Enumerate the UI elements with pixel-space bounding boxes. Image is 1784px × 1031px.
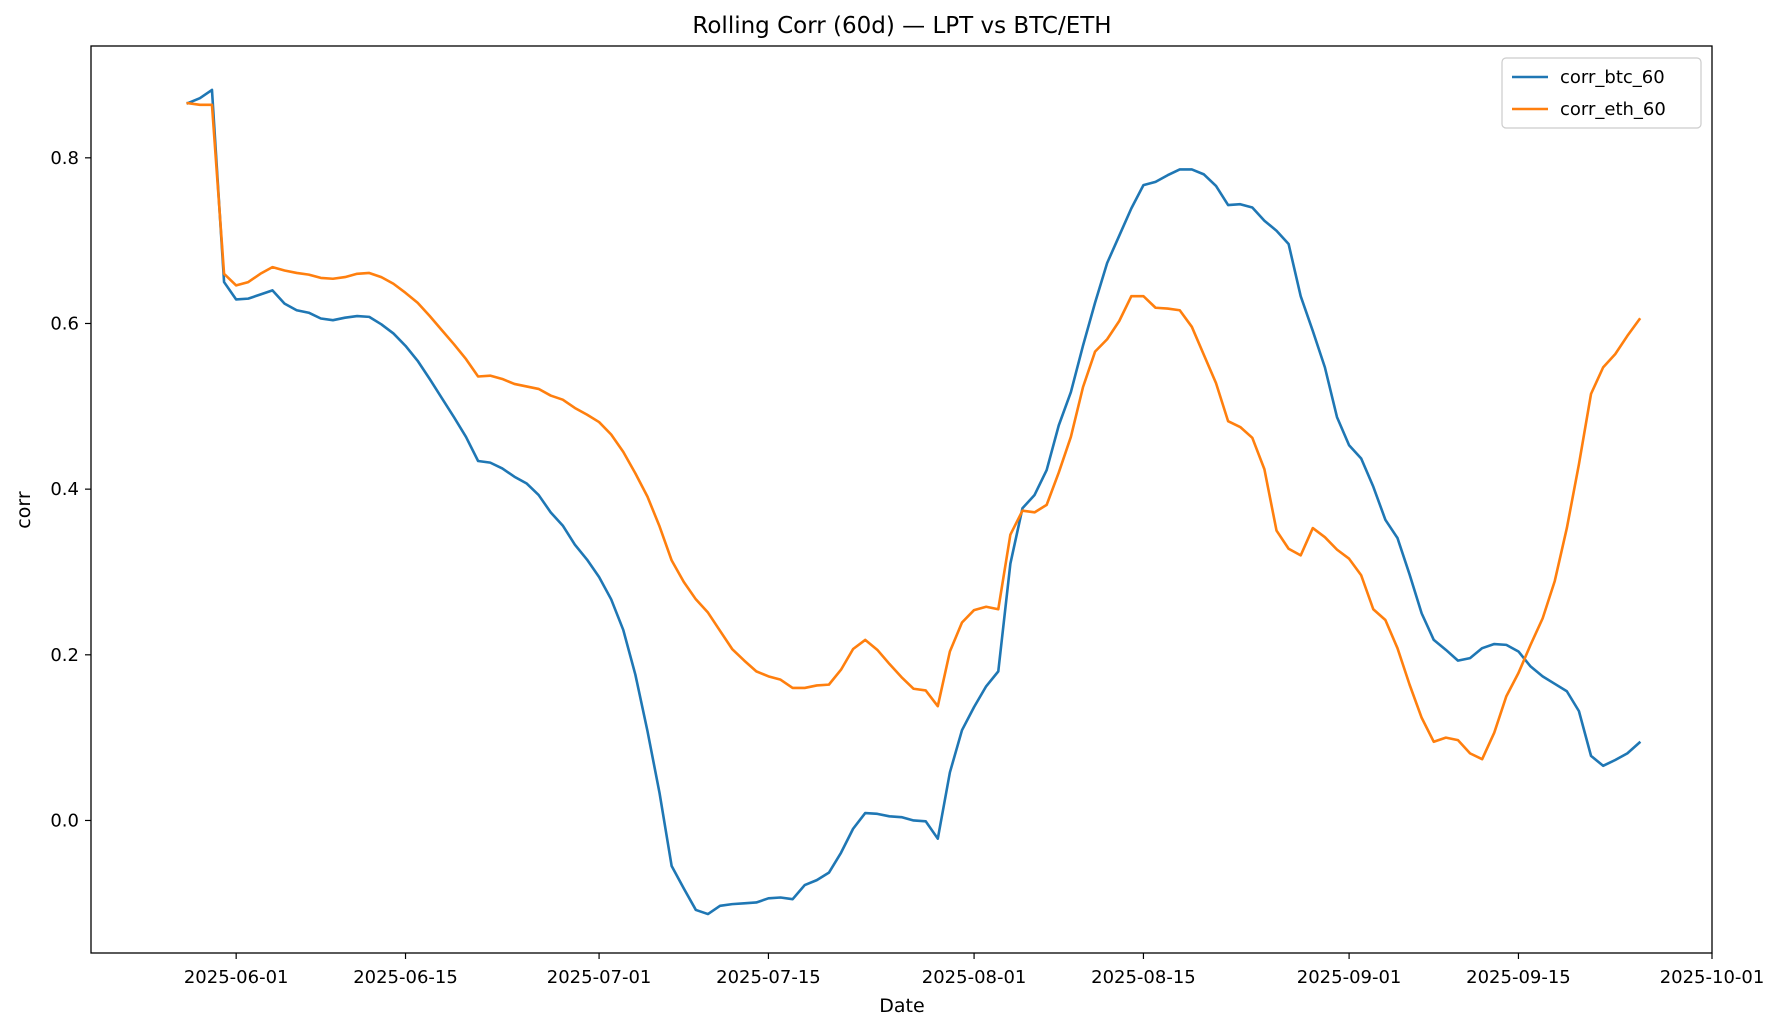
axes-frame: [90, 45, 1713, 954]
chart-title: Rolling Corr (60d) — LPT vs BTC/ETH: [692, 13, 1111, 39]
x-tick-label: 2025-09-15: [1466, 967, 1571, 988]
x-tick-label: 2025-07-01: [547, 967, 652, 988]
series-line-corr_eth_60: [186, 101, 1642, 761]
axes: 2025-06-01 2025-06-15 2025-07-01 2025-07-15…: [50, 45, 1765, 988]
x-tick-label: 2025-07-15: [716, 967, 821, 988]
y-tick-label: 0.6: [50, 313, 79, 334]
x-axis-label: Date: [879, 995, 924, 1017]
y-tick-label: 0.4: [50, 479, 79, 500]
y-axis-label: corr: [13, 491, 35, 529]
plot-area: [186, 88, 1642, 916]
x-tick-label: 2025-06-01: [184, 967, 289, 988]
legend-box: [1501, 57, 1702, 129]
y-tick-label: 0.2: [50, 645, 79, 666]
y-tick-label: 0.0: [50, 810, 79, 831]
x-tick-label: 2025-09-01: [1297, 967, 1402, 988]
series-line-corr_btc_60: [186, 88, 1642, 916]
y-tick-label: 0.8: [50, 148, 79, 169]
x-tick-label: 2025-10-01: [1660, 967, 1765, 988]
x-tick-label: 2025-08-01: [922, 967, 1027, 988]
legend-label-corr_eth_60: corr_eth_60: [1560, 99, 1666, 120]
legend: corr_btc_60 corr_eth_60: [1501, 57, 1702, 129]
x-tick-label: 2025-08-15: [1091, 967, 1196, 988]
legend-label-corr_btc_60: corr_btc_60: [1560, 67, 1665, 88]
x-tick-label: 2025-06-15: [353, 967, 458, 988]
